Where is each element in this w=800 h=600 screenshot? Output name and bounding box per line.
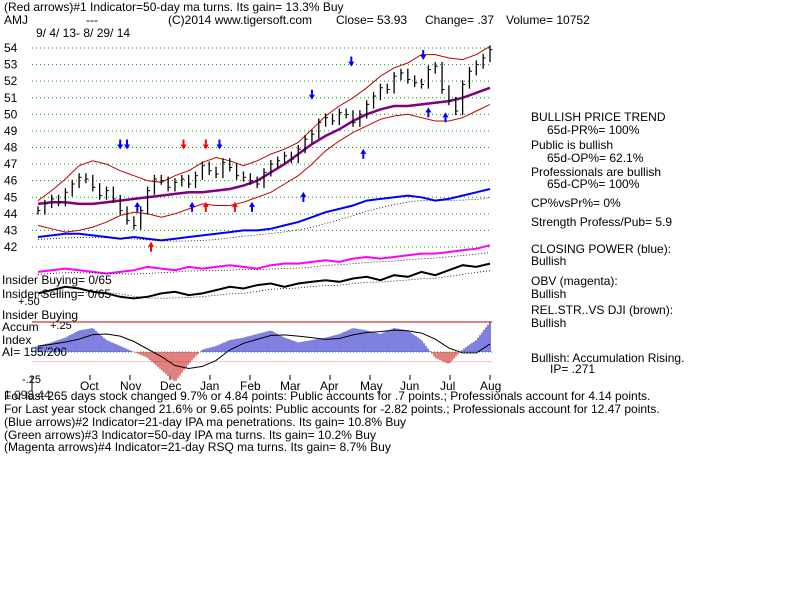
accum-label-left: Accum <box>2 320 39 334</box>
accum-ma-line <box>37 329 491 370</box>
arrow-up-icon <box>300 191 307 197</box>
upper-band-line <box>37 45 491 202</box>
month-label: Nov <box>120 379 141 393</box>
trend-value: 65d-PR%= 100% <box>547 123 640 137</box>
volume-label: Volume= 10752 <box>506 13 590 27</box>
insider-selling-count: Insider Selling= 0/65 <box>2 287 112 301</box>
relstr-line <box>37 262 491 300</box>
month-label: Dec <box>160 379 181 393</box>
arrow-up-icon <box>442 112 449 118</box>
pros-value: 65d-CP%= 100% <box>547 177 640 191</box>
y-tick-label: 49 <box>4 124 18 138</box>
arrow-up-icon <box>202 201 209 207</box>
y-axis-ticks: 42 43 44 45 46 47 48 49 50 51 52 53 54 <box>4 41 18 254</box>
accum-plus50: +.50 <box>18 296 40 308</box>
arrow-down-icon <box>117 144 124 150</box>
month-label: Apr <box>320 379 339 393</box>
index-label: Index <box>2 333 32 347</box>
lower-band-line <box>37 103 491 233</box>
relstr-label: REL.STR..VS DJI (brown): <box>531 303 674 317</box>
arrow-up-icon <box>425 107 432 113</box>
y-tick-label: 52 <box>4 74 18 88</box>
footer-overlap: 1.098.44 <box>4 388 51 402</box>
date-range: 9/ 4/ 13- 8/ 29/ 14 <box>36 26 131 40</box>
footer-line1: For last 265 days stock changed 9.7% or … <box>4 389 651 403</box>
month-label: Mar <box>280 379 301 393</box>
y-tick-label: 43 <box>4 223 18 237</box>
price-bars <box>37 45 493 230</box>
arrow-up-icon <box>189 201 196 207</box>
relstr-state: Bullish <box>531 316 567 330</box>
arrow-down-icon <box>180 144 187 150</box>
cpvspr-label: CP%vsPr%= 0% <box>531 196 621 210</box>
public-value: 65d-OP%= 62.1% <box>547 151 644 165</box>
y-tick-label: 51 <box>4 91 18 105</box>
obv-state: Bullish <box>531 287 567 301</box>
header-line1: (Red arrows)#1 Indicator=50-day ma turns… <box>4 0 344 14</box>
month-label: Oct <box>80 379 99 393</box>
obv-line <box>37 244 491 275</box>
public-title: Public is bullish <box>531 138 614 152</box>
month-label: Jun <box>400 379 419 393</box>
ip-label: IP= .271 <box>550 362 596 376</box>
x-axis-ticks: Oct Nov Dec Jan Feb Mar Apr May Jun Jul Aug <box>31 375 501 393</box>
y-tick-label: 42 <box>4 240 18 254</box>
relstr-line-ma <box>37 270 491 299</box>
closing-power-state: Bullish <box>531 254 567 268</box>
closing-power-line-ma <box>37 197 491 242</box>
month-label: Aug <box>480 379 501 393</box>
indicator-lines <box>37 188 491 300</box>
price-bands <box>37 45 491 233</box>
accumulation-histogram <box>32 321 492 382</box>
symbol-label: AMJ <box>4 13 28 27</box>
arrow-up-icon <box>249 201 256 207</box>
y-tick-label: 45 <box>4 190 18 204</box>
y-tick-label: 54 <box>4 41 18 55</box>
arrow-down-icon <box>216 144 223 150</box>
month-label: Jan <box>200 379 219 393</box>
month-label: Jul <box>440 379 455 393</box>
closing-power-line <box>37 188 491 242</box>
close-label: Close= 53.93 <box>336 13 408 27</box>
accum-label: Bullish: Accumulation Rising. <box>531 351 685 365</box>
header-dashes: --- <box>86 13 98 27</box>
y-tick-label: 48 <box>4 141 18 155</box>
arrow-up-icon <box>231 201 238 207</box>
arrow-down-icon <box>420 54 427 60</box>
closing-power-label: CLOSING POWER (blue): <box>531 242 672 256</box>
month-label: Feb <box>240 379 261 393</box>
insider-buying-count: Insider Buying= 0/65 <box>2 273 112 287</box>
arrow-down-icon <box>202 144 209 150</box>
price-gridlines <box>32 47 492 248</box>
footer-line5: (Magenta arrows)#4 Indicator=21-day RSQ … <box>4 440 391 454</box>
accum-minus25: -.25 <box>22 374 41 386</box>
copyright-label: (C)2014 www.tigersoft.com <box>168 13 313 27</box>
y-tick-label: 50 <box>4 107 18 121</box>
y-tick-label: 47 <box>4 157 18 171</box>
arrow-down-icon <box>348 61 355 67</box>
trend-title: BULLISH PRICE TREND <box>531 110 666 124</box>
change-label: Change= .37 <box>425 13 495 27</box>
footer-line2: For Last year stock changed 21.6% or 9.6… <box>4 402 660 416</box>
arrow-down-icon <box>124 144 131 150</box>
footer-line3: (Blue arrows)#2 Indicator=21-day IPA ma … <box>4 415 406 429</box>
strength-label: Strength Profess/Pub= 5.9 <box>531 215 673 229</box>
footer-line4: (Green arrows)#3 Indicator=50-day IPA ma… <box>4 428 376 442</box>
obv-line-ma <box>37 252 491 275</box>
obv-label: OBV (magenta): <box>531 274 618 288</box>
signal-arrows <box>117 49 449 252</box>
ai-label: AI= 155/200 <box>2 345 68 359</box>
arrow-up-icon <box>148 241 154 247</box>
accum-plus25: +.25 <box>50 320 72 332</box>
pros-title: Professionals are bullish <box>531 165 662 179</box>
y-tick-label: 46 <box>4 174 18 188</box>
y-tick-label: 53 <box>4 58 18 72</box>
arrow-up-icon <box>134 201 141 207</box>
y-tick-label: 44 <box>4 207 18 221</box>
arrow-up-icon <box>360 148 367 154</box>
month-label: May <box>360 379 383 393</box>
arrow-down-icon <box>308 94 315 100</box>
insider-buying-label: Insider Buying <box>2 308 79 322</box>
